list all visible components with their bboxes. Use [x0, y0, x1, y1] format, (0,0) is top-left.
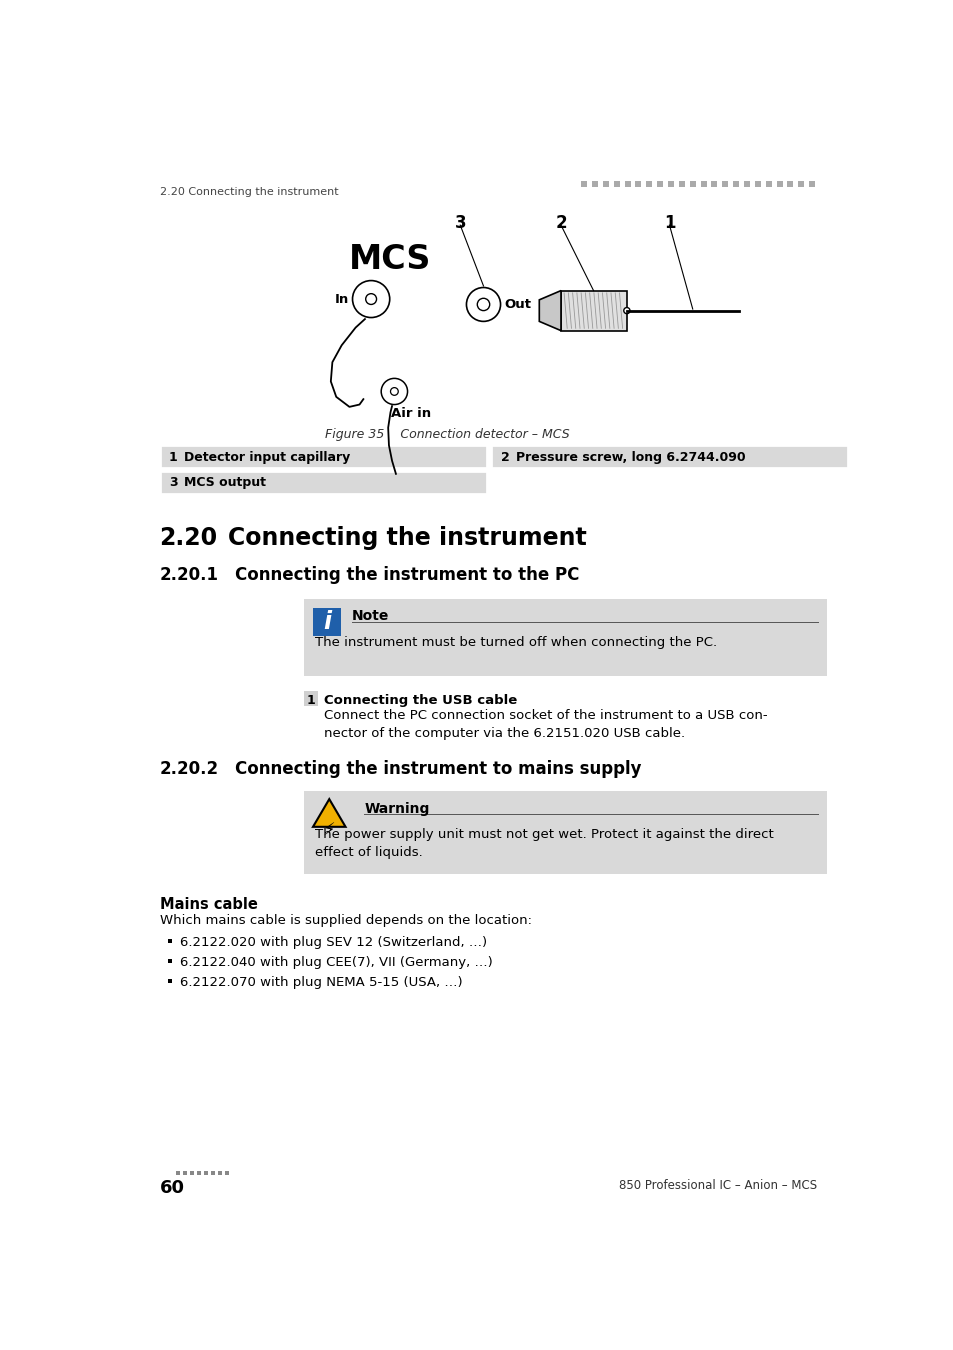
Text: 1: 1 — [663, 215, 675, 232]
Circle shape — [623, 308, 629, 313]
Text: Detector input capillary: Detector input capillary — [184, 451, 351, 464]
Bar — [303, 791, 826, 875]
Bar — [303, 691, 317, 706]
Text: 6.2122.020 with plug SEV 12 (Switzerland, …): 6.2122.020 with plug SEV 12 (Switzerland… — [179, 936, 486, 949]
Bar — [159, 471, 487, 494]
Text: Connecting the instrument to mains supply: Connecting the instrument to mains suppl… — [235, 760, 641, 779]
Text: Connecting the instrument to the PC: Connecting the instrument to the PC — [235, 566, 579, 585]
Text: The power supply unit must not get wet. Protect it against the direct
effect of : The power supply unit must not get wet. … — [314, 828, 773, 859]
Text: 3: 3 — [454, 215, 466, 232]
Text: 2.20.2: 2.20.2 — [159, 760, 218, 779]
Text: 850 Professional IC – Anion – MCS: 850 Professional IC – Anion – MCS — [618, 1179, 816, 1192]
Text: Note: Note — [352, 609, 389, 624]
Text: The instrument must be turned off when connecting the PC.: The instrument must be turned off when c… — [314, 636, 716, 648]
Text: 1: 1 — [169, 451, 177, 464]
Text: 6.2122.070 with plug NEMA 5-15 (USA, …): 6.2122.070 with plug NEMA 5-15 (USA, …) — [179, 976, 462, 990]
Text: 2: 2 — [500, 451, 509, 464]
Text: i: i — [322, 610, 331, 633]
Text: In: In — [335, 293, 348, 305]
Text: Mains cable: Mains cable — [159, 898, 257, 913]
Text: Out: Out — [504, 298, 531, 311]
Bar — [159, 446, 487, 468]
Text: Which mains cable is supplied depends on the location:: Which mains cable is supplied depends on… — [159, 914, 531, 927]
Text: Figure 35    Connection detector – MCS: Figure 35 Connection detector – MCS — [324, 428, 569, 440]
Polygon shape — [313, 799, 345, 826]
Text: 1: 1 — [306, 694, 314, 707]
Text: ⚡: ⚡ — [323, 822, 335, 840]
Bar — [313, 608, 340, 636]
Text: 2.20: 2.20 — [159, 526, 217, 551]
Bar — [491, 446, 847, 468]
Text: Connecting the instrument: Connecting the instrument — [228, 526, 586, 551]
Bar — [560, 290, 626, 331]
Text: Pressure screw, long 6.2744.090: Pressure screw, long 6.2744.090 — [516, 451, 745, 464]
Text: Air in: Air in — [391, 406, 431, 420]
Text: 6.2122.040 with plug CEE(7), VII (Germany, …): 6.2122.040 with plug CEE(7), VII (German… — [179, 956, 492, 969]
Text: 2: 2 — [555, 215, 566, 232]
Text: 2.20 Connecting the instrument: 2.20 Connecting the instrument — [159, 186, 337, 197]
Text: 3: 3 — [169, 477, 177, 489]
Text: MCS: MCS — [349, 243, 432, 275]
Text: MCS output: MCS output — [184, 477, 266, 489]
Bar — [303, 598, 826, 675]
Text: Connecting the USB cable: Connecting the USB cable — [323, 694, 517, 707]
Text: 2.20.1: 2.20.1 — [159, 566, 218, 585]
Text: Connect the PC connection socket of the instrument to a USB con-
nector of the c: Connect the PC connection socket of the … — [323, 710, 766, 740]
Text: 60: 60 — [159, 1179, 184, 1197]
Text: Warning: Warning — [364, 802, 429, 815]
Polygon shape — [538, 290, 560, 331]
